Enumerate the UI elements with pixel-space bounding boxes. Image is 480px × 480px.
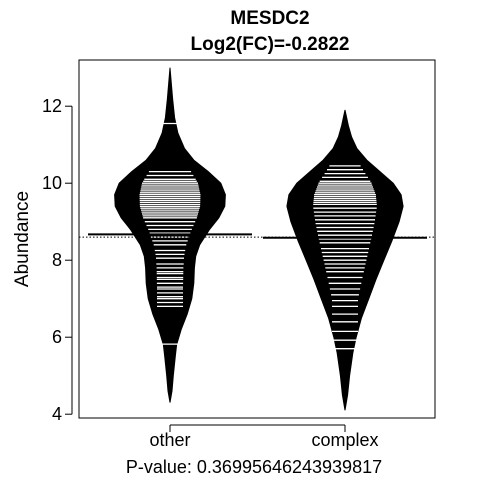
y-tick-label: 6	[52, 327, 62, 347]
x-tick-label-complex: complex	[311, 430, 378, 450]
y-tick-label: 8	[52, 250, 62, 270]
y-tick-label: 10	[42, 173, 62, 193]
y-tick-label: 4	[52, 404, 62, 424]
y-tick-label: 12	[42, 96, 62, 116]
y-axis-title: Abundance	[12, 191, 33, 287]
beans-layer	[88, 67, 427, 411]
y-axis: 4 6 8 10 12	[42, 96, 73, 424]
x-tick-label-other: other	[149, 430, 190, 450]
plot-frame	[78, 59, 436, 419]
p-value-label: P-value: 0.36995646243939817	[126, 457, 382, 477]
bean-other	[88, 67, 252, 403]
chart-subtitle: Log2(FC)=-0.2822	[191, 34, 350, 55]
bean-complex	[263, 109, 427, 411]
chart-title: MESDC2	[230, 8, 309, 29]
x-axis: other complex	[149, 424, 379, 450]
